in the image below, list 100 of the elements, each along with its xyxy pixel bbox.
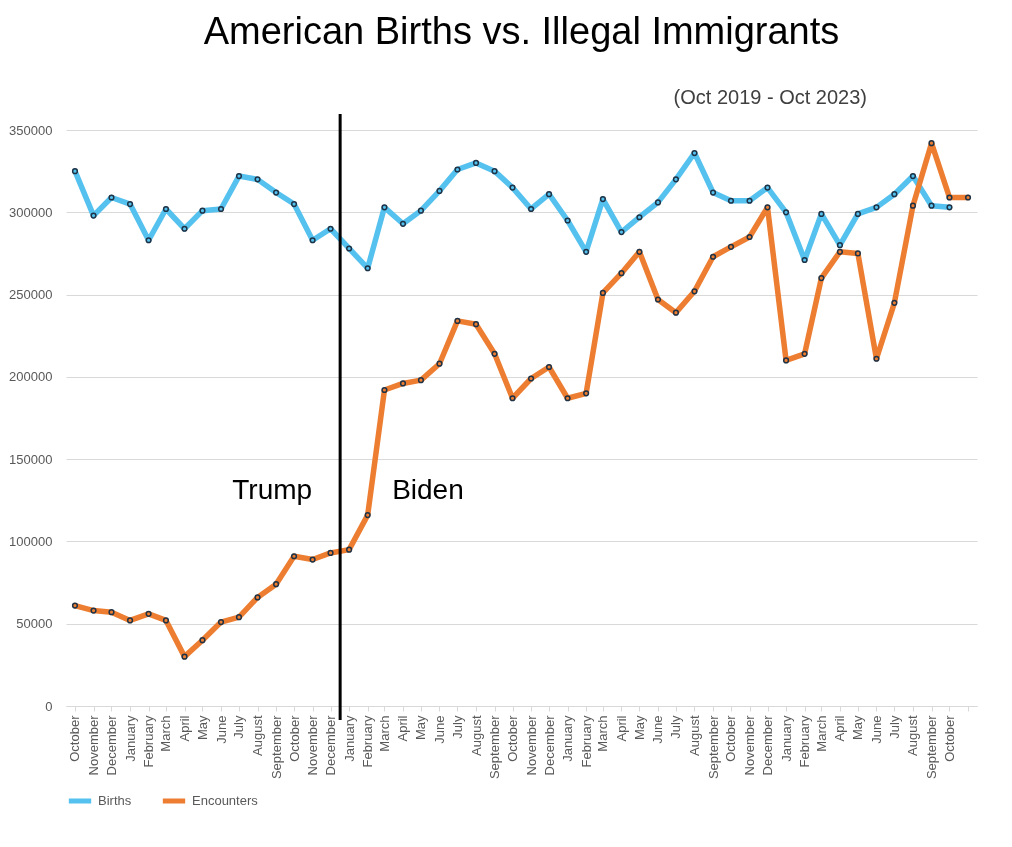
point xyxy=(162,617,170,624)
x-tick-label: December xyxy=(760,714,776,776)
point xyxy=(235,614,243,621)
point xyxy=(90,212,97,219)
x-tick-label: April xyxy=(613,715,629,742)
point xyxy=(564,395,571,402)
point xyxy=(199,637,206,644)
point xyxy=(436,187,443,194)
point xyxy=(836,242,844,249)
x-tick-label: June xyxy=(432,715,447,744)
x-tick-label: February xyxy=(797,715,813,768)
point xyxy=(491,168,498,175)
x-tick-label: February xyxy=(578,715,594,768)
x-tick-label: January xyxy=(341,715,357,762)
y-tick-label: 300000 xyxy=(9,204,53,220)
point xyxy=(709,253,717,260)
point xyxy=(454,317,461,324)
x-tick-label: March xyxy=(813,715,829,752)
point xyxy=(727,197,735,204)
point xyxy=(672,309,680,316)
x-tick-label: May xyxy=(413,715,429,741)
point xyxy=(217,205,225,213)
x-tick-label: January xyxy=(122,715,138,762)
point xyxy=(527,205,535,213)
x-tick-label: December xyxy=(541,714,557,776)
point xyxy=(71,168,79,175)
point xyxy=(709,189,717,196)
chart-subtitle: (Oct 2019 - Oct 2023) xyxy=(673,86,867,108)
point xyxy=(273,189,280,196)
point xyxy=(181,225,188,232)
point xyxy=(290,553,298,560)
y-tick-label: 50000 xyxy=(16,616,53,632)
x-tick-label: December xyxy=(103,714,119,776)
point xyxy=(145,237,152,244)
x-tick-label: October xyxy=(67,714,83,762)
x-tick-label: November xyxy=(86,714,102,776)
point xyxy=(764,184,771,191)
point xyxy=(509,184,516,191)
x-tick-label: April xyxy=(395,715,411,742)
x-tick-label: September xyxy=(487,714,503,780)
x-tick-label: April xyxy=(832,715,848,742)
point xyxy=(346,546,353,553)
point xyxy=(909,172,917,180)
point xyxy=(764,204,771,211)
point xyxy=(599,289,606,297)
point xyxy=(545,363,553,371)
x-tick-label: March xyxy=(376,715,392,752)
x-tick-label: August xyxy=(468,715,484,756)
point xyxy=(836,248,844,255)
point xyxy=(126,200,134,208)
x-tick-label: November xyxy=(305,714,321,776)
point xyxy=(254,176,261,183)
x-tick-label: June xyxy=(650,715,666,744)
point xyxy=(346,245,353,252)
point xyxy=(928,140,935,147)
point xyxy=(90,607,97,614)
point xyxy=(327,225,334,232)
point xyxy=(854,210,861,218)
annotation: Trump xyxy=(232,474,313,506)
point xyxy=(217,618,225,626)
point xyxy=(381,204,388,211)
x-tick-label: November xyxy=(523,714,539,776)
x-tick-label: September xyxy=(924,714,940,780)
point xyxy=(145,610,152,617)
point xyxy=(946,204,953,211)
point xyxy=(364,265,371,272)
x-tick-label: March xyxy=(158,715,174,752)
point xyxy=(545,191,553,198)
legend-label: Births xyxy=(98,793,132,808)
x-tick-label: October xyxy=(505,714,521,762)
annotation: Biden xyxy=(392,474,464,506)
x-tick-label: July xyxy=(886,715,902,739)
point xyxy=(964,194,972,201)
point xyxy=(417,377,425,384)
point xyxy=(309,556,316,563)
x-tick-label: September xyxy=(268,714,284,780)
point xyxy=(654,199,662,206)
point xyxy=(364,512,371,519)
x-tick-label: September xyxy=(705,714,721,780)
point xyxy=(399,380,407,387)
point xyxy=(436,360,443,367)
point xyxy=(162,205,170,213)
x-tick-label: February xyxy=(141,715,157,768)
x-tick-label: February xyxy=(360,715,376,768)
point xyxy=(454,166,461,173)
point xyxy=(636,248,643,255)
point xyxy=(527,375,535,382)
point xyxy=(636,214,643,221)
x-tick-label: January xyxy=(560,715,576,762)
point xyxy=(583,248,590,255)
point xyxy=(583,390,590,397)
point xyxy=(472,159,480,166)
point xyxy=(273,581,280,588)
y-tick-label: 0 xyxy=(45,698,53,714)
point xyxy=(399,220,407,227)
point xyxy=(672,176,680,183)
point xyxy=(891,191,898,198)
x-tick-label: July xyxy=(668,715,684,739)
point xyxy=(618,270,625,277)
y-tick-label: 200000 xyxy=(9,369,53,385)
